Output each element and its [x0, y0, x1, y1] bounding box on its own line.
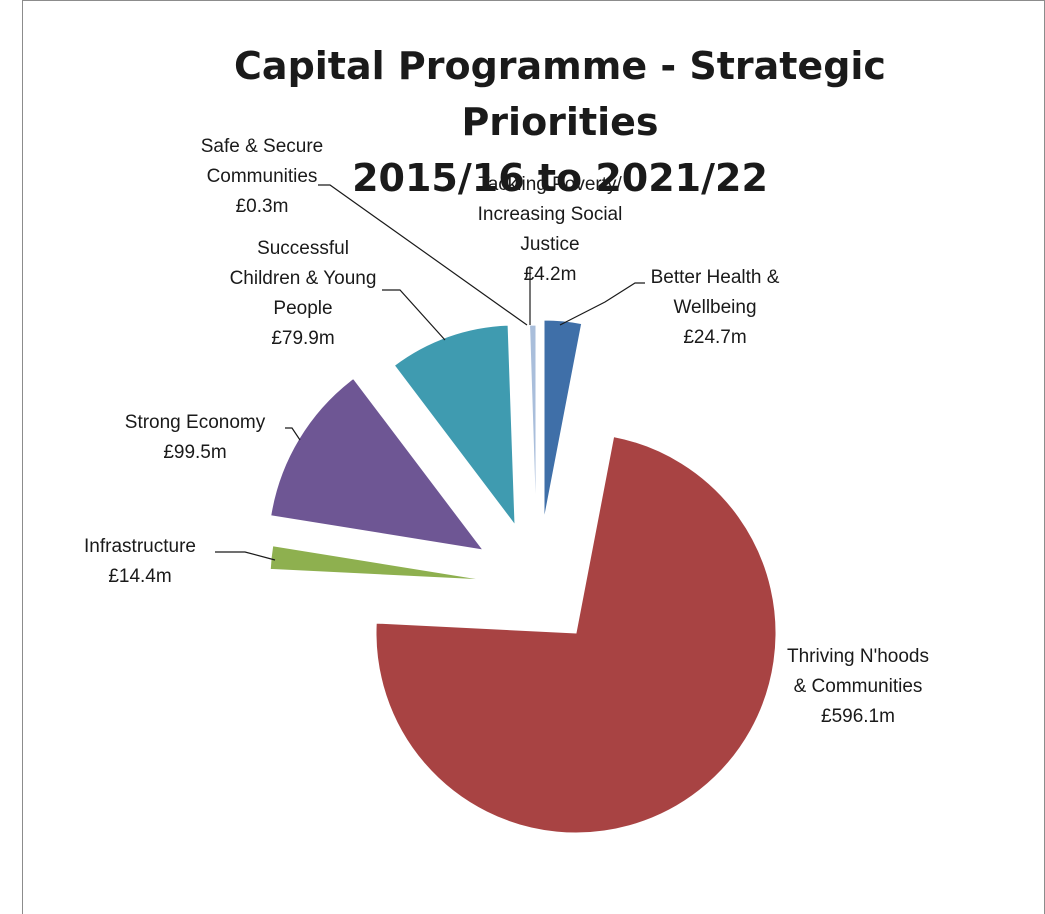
- chart-title-line-1: Capital Programme - Strategic Priorities: [234, 44, 886, 144]
- value-label-infrastructure: £14.4m: [108, 566, 171, 587]
- pie-slice-successful-children-young-people: [393, 324, 516, 527]
- category-label-successful-children-young-people: People: [273, 298, 332, 319]
- pie-slice-tackling-poverty-increasing-social-justice: [529, 324, 537, 526]
- leader-line-successful-children-young-people: [382, 289, 446, 341]
- category-label-tackling-poverty-increasing-social-justice: Justice: [520, 234, 579, 255]
- category-label-successful-children-young-people: Children & Young: [230, 268, 377, 289]
- pie-slice-better-health-wellbeing: [543, 319, 583, 521]
- category-label-safe-secure-communities: Safe & Secure: [201, 136, 324, 157]
- value-label-tackling-poverty-increasing-social-justice: £4.2m: [524, 264, 577, 285]
- pie-slice-safe-secure-communities: [523, 324, 532, 526]
- category-label-better-health-wellbeing: Better Health &: [651, 267, 780, 288]
- category-label-strong-economy: Strong Economy: [125, 412, 266, 433]
- leader-line-safe-secure-communities: [318, 184, 528, 326]
- category-label-better-health-wellbeing: Wellbeing: [673, 297, 756, 318]
- value-label-successful-children-young-people: £79.9m: [271, 328, 334, 349]
- category-label-tackling-poverty-increasing-social-justice: Tackling Poverty/: [478, 174, 622, 195]
- pie-slice-thriving-n-hoods-communities: [375, 435, 777, 834]
- category-label-thriving-n-hoods-communities: & Communities: [794, 676, 923, 697]
- category-label-tackling-poverty-increasing-social-justice: Increasing Social: [478, 204, 623, 225]
- leader-line-better-health-wellbeing: [559, 282, 645, 326]
- chart-title: Capital Programme - Strategic Priorities…: [150, 38, 970, 206]
- value-label-thriving-n-hoods-communities: £596.1m: [821, 706, 895, 727]
- leader-line-strong-economy: [285, 427, 301, 441]
- category-label-thriving-n-hoods-communities: Thriving N'hoods: [787, 646, 929, 667]
- chart-title-line-2: 2015/16 to 2021/22: [352, 156, 768, 200]
- category-label-safe-secure-communities: Communities: [207, 166, 318, 187]
- value-label-better-health-wellbeing: £24.7m: [683, 327, 746, 348]
- value-label-safe-secure-communities: £0.3m: [236, 196, 289, 217]
- value-label-strong-economy: £99.5m: [163, 442, 226, 463]
- pie-slice-infrastructure: [269, 545, 486, 581]
- leader-line-infrastructure: [215, 551, 276, 561]
- category-label-successful-children-young-people: Successful: [257, 238, 349, 259]
- category-label-infrastructure: Infrastructure: [84, 536, 196, 557]
